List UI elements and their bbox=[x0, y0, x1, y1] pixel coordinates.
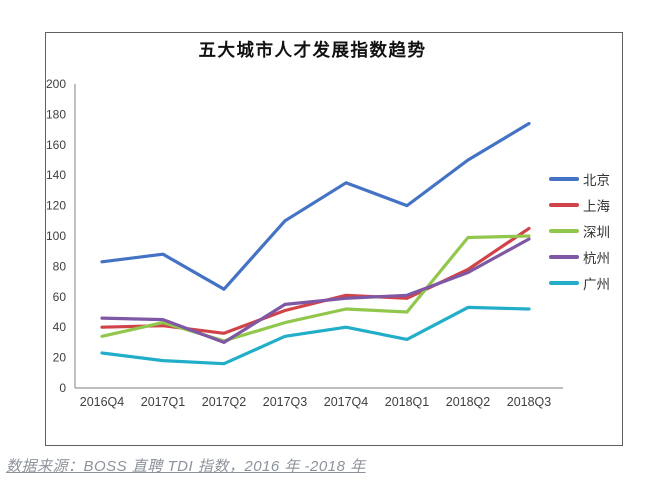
x-tick-label: 2018Q3 bbox=[507, 395, 552, 409]
series-line-hangzhou bbox=[100, 237, 531, 344]
x-tick-label: 2017Q2 bbox=[202, 395, 247, 409]
legend-line-swatch-shanghai bbox=[549, 202, 579, 207]
y-tick-label: 20 bbox=[53, 351, 67, 365]
x-tick-label: 2018Q2 bbox=[446, 395, 491, 409]
y-tick-label: 160 bbox=[46, 138, 66, 152]
legend-line-swatch-shenzhen bbox=[549, 228, 579, 233]
legend-label-hangzhou: 杭州 bbox=[583, 250, 610, 266]
x-tick-label: 2018Q1 bbox=[385, 395, 430, 409]
x-tick-label: 2017Q1 bbox=[141, 395, 186, 409]
y-tick-label: 120 bbox=[46, 199, 66, 213]
y-tick-label: 200 bbox=[46, 77, 66, 91]
legend-label-guangzhou: 广州 bbox=[583, 276, 610, 292]
legend-label-shanghai: 上海 bbox=[583, 198, 610, 214]
y-tick-label: 180 bbox=[46, 107, 66, 121]
y-tick-label: 80 bbox=[53, 259, 67, 273]
x-tick-label: 2017Q4 bbox=[324, 395, 369, 409]
legend-item-shanghai: 上海 bbox=[549, 195, 610, 214]
y-tick-label: 0 bbox=[59, 381, 66, 395]
x-tick-label: 2017Q3 bbox=[263, 395, 308, 409]
legend-item-shenzhen: 深圳 bbox=[549, 221, 610, 240]
legend-line-swatch-hangzhou bbox=[549, 254, 579, 259]
chart-title: 五大城市人才发展指数趋势 bbox=[198, 40, 427, 60]
chart-frame bbox=[45, 32, 623, 446]
legend-item-hangzhou: 杭州 bbox=[549, 247, 610, 266]
series-line-beijing bbox=[100, 121, 531, 291]
legend-line-swatch-guangzhou bbox=[549, 280, 579, 285]
y-tick-label: 140 bbox=[46, 168, 66, 182]
legend-item-guangzhou: 广州 bbox=[549, 273, 610, 292]
legend-label-shenzhen: 深圳 bbox=[583, 224, 610, 240]
legend-item-beijing: 北京 bbox=[549, 169, 610, 188]
series-line-guangzhou bbox=[100, 305, 531, 366]
series-line-shenzhen bbox=[100, 234, 531, 343]
legend-line-swatch-beijing bbox=[549, 176, 579, 181]
legend-label-beijing: 北京 bbox=[583, 172, 610, 188]
source-note: 数据来源：BOSS 直聘 TDI 指数，2016 年 -2018 年 bbox=[6, 458, 366, 475]
series-line-shanghai bbox=[100, 226, 531, 335]
y-tick-label: 100 bbox=[46, 229, 66, 243]
y-tick-label: 40 bbox=[53, 320, 67, 334]
x-tick-label: 2016Q4 bbox=[80, 395, 125, 409]
y-tick-label: 60 bbox=[53, 290, 67, 304]
chart-legend: 北京上海深圳杭州广州 bbox=[549, 169, 610, 292]
